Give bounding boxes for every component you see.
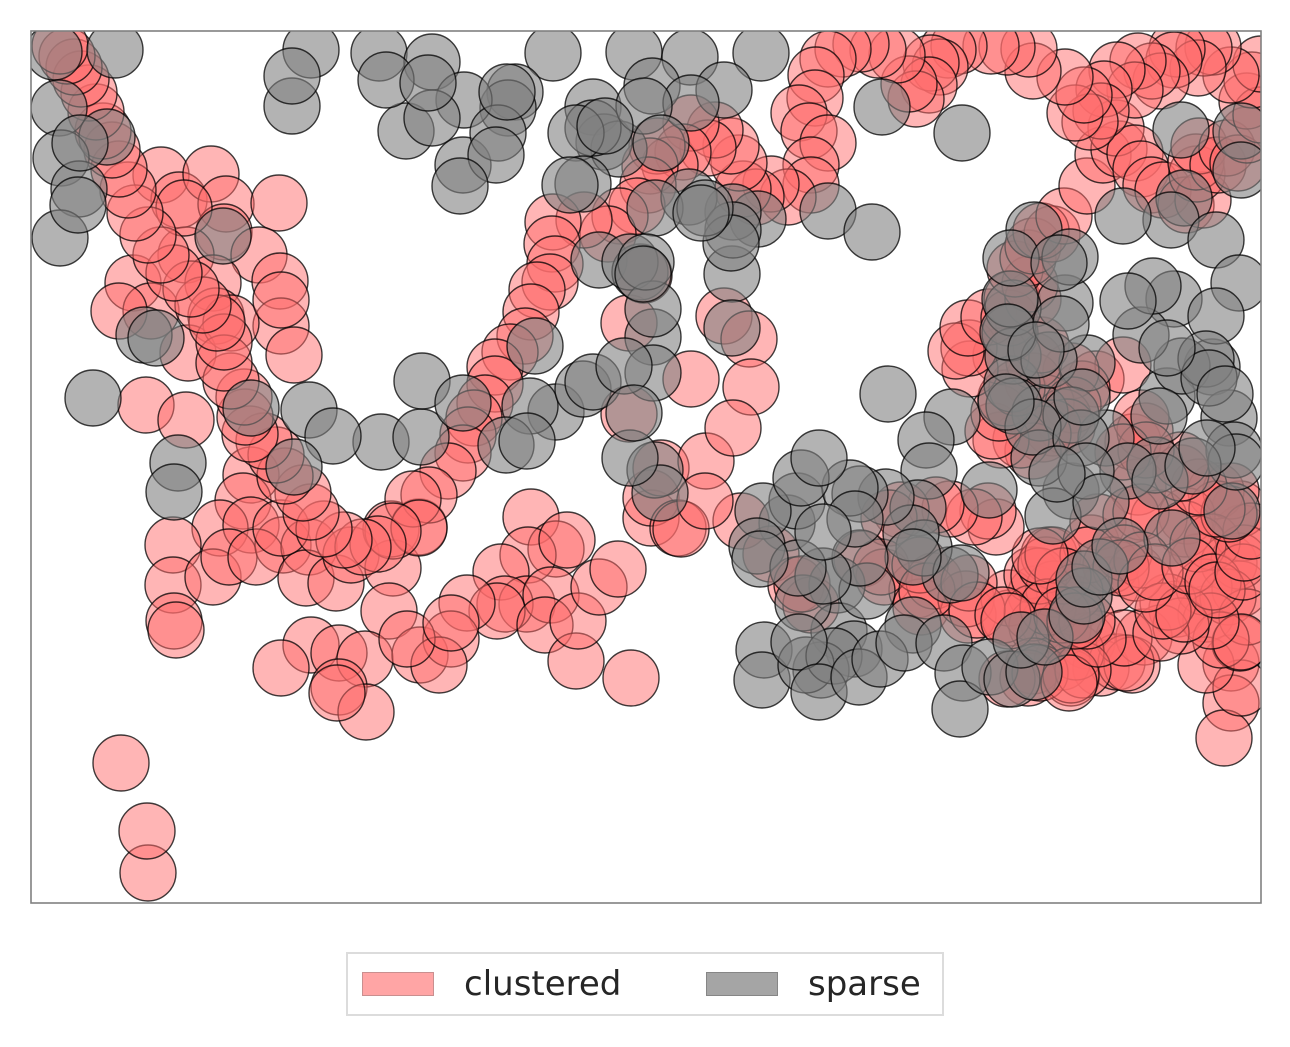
point-sparse-1 [86, 31, 144, 79]
point-sparse-82 [304, 407, 362, 465]
legend-item-clustered: clustered [362, 954, 621, 1014]
point-sparse-19 [1152, 101, 1210, 159]
point-clustered-4 [250, 174, 308, 232]
point-sparse-93 [498, 412, 556, 470]
point-sparse-139 [1143, 509, 1201, 567]
point-sparse-27 [1212, 141, 1261, 199]
point-sparse-79 [145, 463, 203, 521]
legend-swatch-clustered [362, 972, 434, 996]
series-sparse [31, 31, 1261, 738]
point-sparse-140 [1203, 482, 1261, 540]
point-sparse-107 [614, 245, 672, 303]
point-sparse-103 [605, 384, 663, 442]
point-sparse-91 [506, 317, 564, 375]
point-sparse-125 [1099, 272, 1157, 330]
point-clustered-47 [308, 664, 366, 722]
point-clustered-135 [1195, 709, 1253, 767]
legend-item-sparse: sparse [706, 954, 921, 1014]
point-sparse-148 [977, 373, 1035, 431]
point-sparse-108 [672, 184, 730, 242]
point-sparse-114 [399, 54, 457, 112]
point-sparse-0 [31, 31, 83, 81]
point-sparse-73 [51, 114, 109, 172]
point-clustered-73 [589, 540, 647, 598]
point-sparse-77 [127, 309, 185, 367]
point-sparse-17 [853, 78, 911, 136]
plot-frame [30, 30, 1262, 904]
point-sparse-76 [64, 369, 122, 427]
point-clustered-65 [422, 594, 480, 652]
point-sparse-25 [194, 207, 252, 265]
point-sparse-151 [1138, 319, 1196, 377]
point-sparse-122 [982, 229, 1040, 287]
point-sparse-83 [222, 379, 280, 437]
point-sparse-124 [1030, 234, 1088, 292]
point-sparse-65 [632, 114, 690, 172]
point-sparse-112 [541, 156, 599, 214]
legend: clustered sparse [346, 952, 944, 1016]
points-layer [31, 31, 1261, 902]
point-clustered-50 [92, 734, 150, 792]
legend-label-clustered: clustered [464, 964, 622, 1004]
point-sparse-102 [703, 299, 761, 357]
point-sparse-72 [263, 47, 321, 105]
point-sparse-31 [1094, 187, 1152, 245]
point-sparse-134 [960, 461, 1018, 519]
point-sparse-195 [931, 680, 989, 738]
point-sparse-205 [1091, 517, 1149, 575]
point-clustered-52 [118, 802, 176, 860]
point-sparse-178 [794, 503, 852, 561]
legend-swatch-sparse [706, 972, 778, 996]
point-sparse-8 [732, 31, 790, 82]
point-sparse-109 [576, 97, 634, 155]
point-sparse-115 [478, 63, 536, 121]
point-sparse-152 [1007, 321, 1065, 379]
point-sparse-176 [731, 530, 789, 588]
point-sparse-188 [770, 613, 828, 671]
point-sparse-84 [265, 438, 323, 496]
point-clustered-86 [704, 399, 762, 457]
point-sparse-47 [859, 365, 917, 423]
point-sparse-131 [1130, 387, 1188, 445]
point-sparse-74 [49, 176, 107, 234]
point-sparse-18 [933, 104, 991, 162]
point-clustered-18 [252, 271, 310, 329]
legend-label-sparse: sparse [808, 964, 921, 1004]
point-sparse-165 [884, 528, 942, 586]
point-clustered-66 [538, 511, 596, 569]
point-sparse-5 [524, 31, 582, 82]
point-sparse-149 [1196, 365, 1254, 423]
point-clustered-14 [265, 326, 323, 384]
point-sparse-150 [1053, 368, 1111, 426]
point-clustered-68 [602, 649, 660, 707]
point-clustered-49 [147, 601, 205, 659]
point-sparse-147 [1028, 445, 1086, 503]
point-clustered-48 [252, 639, 310, 697]
point-sparse-101 [595, 337, 653, 395]
point-sparse-90 [434, 374, 492, 432]
point-sparse-59 [843, 203, 901, 261]
point-sparse-180 [790, 429, 848, 487]
point-sparse-146 [1178, 419, 1236, 477]
point-sparse-113 [431, 157, 489, 215]
